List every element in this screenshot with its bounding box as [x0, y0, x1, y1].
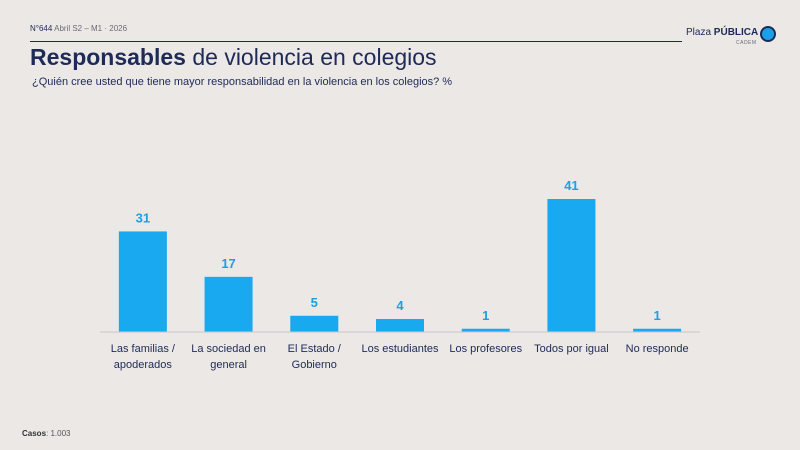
chart-title: Responsables de violencia en colegios	[30, 44, 437, 71]
logo-subtext: CADEM	[736, 40, 757, 46]
bar	[290, 315, 339, 332]
bar	[376, 319, 424, 332]
category-label: Las familias /	[111, 343, 176, 355]
data-label: 5	[311, 295, 318, 310]
brand-logo: Plaza PÚBLICA CADEM	[686, 25, 776, 47]
logo-mark-icon	[760, 26, 776, 42]
report-meta: N°644 Abril S2 – M1 · 2026	[30, 24, 774, 33]
data-label: 17	[221, 256, 235, 271]
title-bold: Responsables	[30, 44, 186, 70]
logo-text-bold: PÚBLICA	[713, 27, 759, 38]
category-label: Todos por igual	[534, 343, 609, 355]
category-label: La sociedad en	[191, 343, 266, 355]
data-label: 31	[136, 210, 150, 225]
sample-size-label: Casos	[22, 429, 47, 438]
bar	[547, 199, 596, 332]
bar	[633, 328, 682, 332]
issue-number: N°644	[30, 24, 53, 33]
chart-subtitle: ¿Quién cree usted que tiene mayor respon…	[32, 76, 453, 88]
data-label: 1	[482, 308, 489, 323]
data-label: 1	[654, 308, 661, 323]
title-regular: de violencia en colegios	[185, 44, 437, 70]
category-label: general	[210, 359, 247, 371]
header-divider	[30, 41, 682, 42]
logo-text-regular: Plaza	[686, 27, 712, 38]
category-label: Gobierno	[292, 359, 337, 371]
logo-text: Plaza PÚBLICA	[686, 27, 758, 38]
data-label: 41	[564, 178, 578, 193]
sample-size-value: : 1.003	[46, 429, 71, 438]
category-label: apoderados	[114, 359, 173, 371]
sample-size: Casos: 1.003	[22, 429, 70, 438]
issue-meta: Abril S2 – M1 · 2026	[54, 24, 128, 33]
bar	[118, 231, 167, 332]
bar	[204, 276, 253, 332]
category-label: El Estado /	[288, 343, 342, 355]
bar	[461, 328, 510, 332]
data-label: 4	[396, 298, 404, 313]
category-label: Los profesores	[449, 343, 522, 355]
category-label: Los estudiantes	[361, 343, 439, 355]
category-label: No responde	[626, 343, 689, 355]
